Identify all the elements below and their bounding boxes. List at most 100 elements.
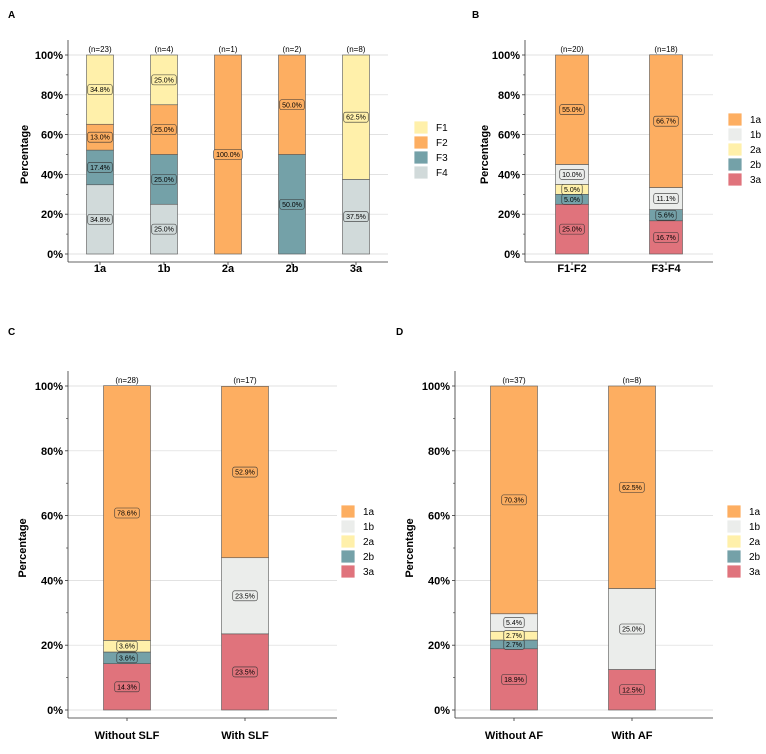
legend-swatch-1b (727, 127, 743, 142)
data-label: 12.5% (622, 687, 642, 694)
y-tick-label: 60% (498, 130, 520, 142)
data-label-box (116, 652, 138, 664)
y-axis-label: Percentage (404, 518, 416, 577)
y-tick-label: 100% (35, 381, 63, 393)
data-label: 25.0% (154, 127, 174, 134)
y-tick-label: 0% (47, 705, 63, 717)
data-label: 13.0% (90, 135, 110, 142)
x-tick-label: 2a (222, 263, 235, 275)
data-label-box (87, 214, 113, 225)
x-tick-label: 1a (94, 263, 107, 275)
data-label-box (116, 640, 138, 652)
n-label: (n=28) (115, 376, 139, 385)
x-tick-label: 1b (158, 263, 171, 275)
panel-d: D 0% 20% 40% 60% 80% 100% Percentage 18.9% 2.7% 2.… (396, 327, 761, 742)
legend-label: 3a (750, 175, 762, 186)
data-label: 23.5% (235, 593, 255, 600)
data-label: 100.0% (216, 152, 240, 159)
data-label-box (559, 169, 585, 180)
y-tick-label: 20% (41, 209, 63, 221)
y-tick-label: 20% (428, 640, 450, 652)
data-label: 34.8% (90, 217, 110, 224)
x-tick-label: 3a (350, 263, 363, 275)
y-tick-label: 40% (428, 575, 450, 587)
n-label: (n=8) (623, 376, 642, 385)
n-label: (n=18) (654, 45, 678, 54)
y-tick-label: 100% (35, 50, 63, 62)
legend-label: F4 (436, 168, 448, 179)
data-label-box (279, 99, 305, 111)
y-tick-label: 40% (41, 575, 63, 587)
panel-a: A 0% 20% 40% 60% 80% 100% Percentage 34.8% 17.4% 1… (8, 10, 448, 275)
panel-letter: A (8, 10, 15, 21)
legend-label: F1 (436, 123, 448, 134)
data-label-box (232, 590, 258, 602)
data-label: 18.9% (504, 677, 524, 684)
y-axis-label: Percentage (19, 125, 31, 184)
legend-label: 3a (363, 567, 375, 578)
data-label: 5.0% (564, 187, 580, 194)
data-label-box (503, 630, 525, 641)
legend-swatch-1a (340, 504, 356, 519)
panel-b: B 0% 20% 40% 60% 80% 100% Percentage 25.0% 5.0% 5.… (472, 10, 762, 275)
data-label: 25.0% (622, 627, 642, 634)
legend-label: F3 (436, 153, 448, 164)
data-label-box (503, 617, 525, 628)
data-label: 2.7% (506, 642, 522, 649)
data-label-box (279, 198, 305, 210)
y-tick-label: 60% (41, 511, 63, 523)
y-tick-label: 20% (498, 209, 520, 221)
legend-swatch-2b (340, 549, 356, 564)
data-label: 14.3% (117, 684, 137, 691)
x-tick-label: 2b (286, 263, 299, 275)
legend-label: 1b (363, 522, 375, 533)
x-tick-label: With SLF (221, 730, 269, 742)
n-label: (n=2) (283, 45, 302, 54)
data-label-box (559, 104, 585, 116)
legend-label: 3a (749, 567, 761, 578)
data-label: 34.8% (90, 87, 110, 94)
data-label: 52.9% (235, 470, 255, 477)
data-label: 25.0% (154, 177, 174, 184)
data-label-box (87, 84, 113, 95)
data-label-box (87, 131, 113, 143)
data-label-box (619, 623, 645, 635)
x-tick-label: Without SLF (95, 730, 160, 742)
legend-swatch-F1 (413, 120, 429, 135)
data-label: 78.6% (117, 511, 137, 518)
n-label: (n=37) (502, 376, 526, 385)
data-label: 25.0% (562, 227, 582, 234)
y-axis-label: Percentage (17, 518, 29, 577)
y-axis-label: Percentage (479, 125, 491, 184)
legend-label: 2b (363, 552, 375, 563)
data-label: 70.3% (504, 497, 524, 504)
n-label: (n=17) (233, 376, 257, 385)
data-label: 2.7% (506, 633, 522, 640)
data-label-box (151, 74, 177, 86)
y-tick-label: 20% (41, 640, 63, 652)
data-label-box (653, 115, 679, 127)
legend-label: 2b (750, 160, 762, 171)
data-label-box (213, 149, 243, 160)
data-label: 66.7% (656, 119, 676, 126)
data-label: 55.0% (562, 107, 582, 114)
data-label-box (501, 494, 527, 506)
data-label: 5.6% (658, 213, 674, 220)
y-tick-label: 80% (428, 446, 450, 458)
x-tick-label: F1-F2 (557, 263, 586, 275)
legend-swatch-1b (726, 519, 742, 534)
data-label-box (151, 174, 177, 185)
data-label-box (151, 124, 177, 135)
data-label: 16.7% (656, 235, 676, 242)
legend-swatch-2a (340, 534, 356, 549)
legend-label: 2a (363, 537, 375, 548)
n-label: (n=1) (219, 45, 238, 54)
data-label: 62.5% (346, 115, 366, 122)
data-label: 11.1% (656, 196, 675, 203)
data-label: 5.0% (564, 197, 580, 204)
panel-letter: B (472, 10, 479, 21)
data-label-box (343, 211, 369, 222)
data-label: 25.0% (154, 227, 174, 234)
data-label: 10.0% (562, 172, 582, 179)
